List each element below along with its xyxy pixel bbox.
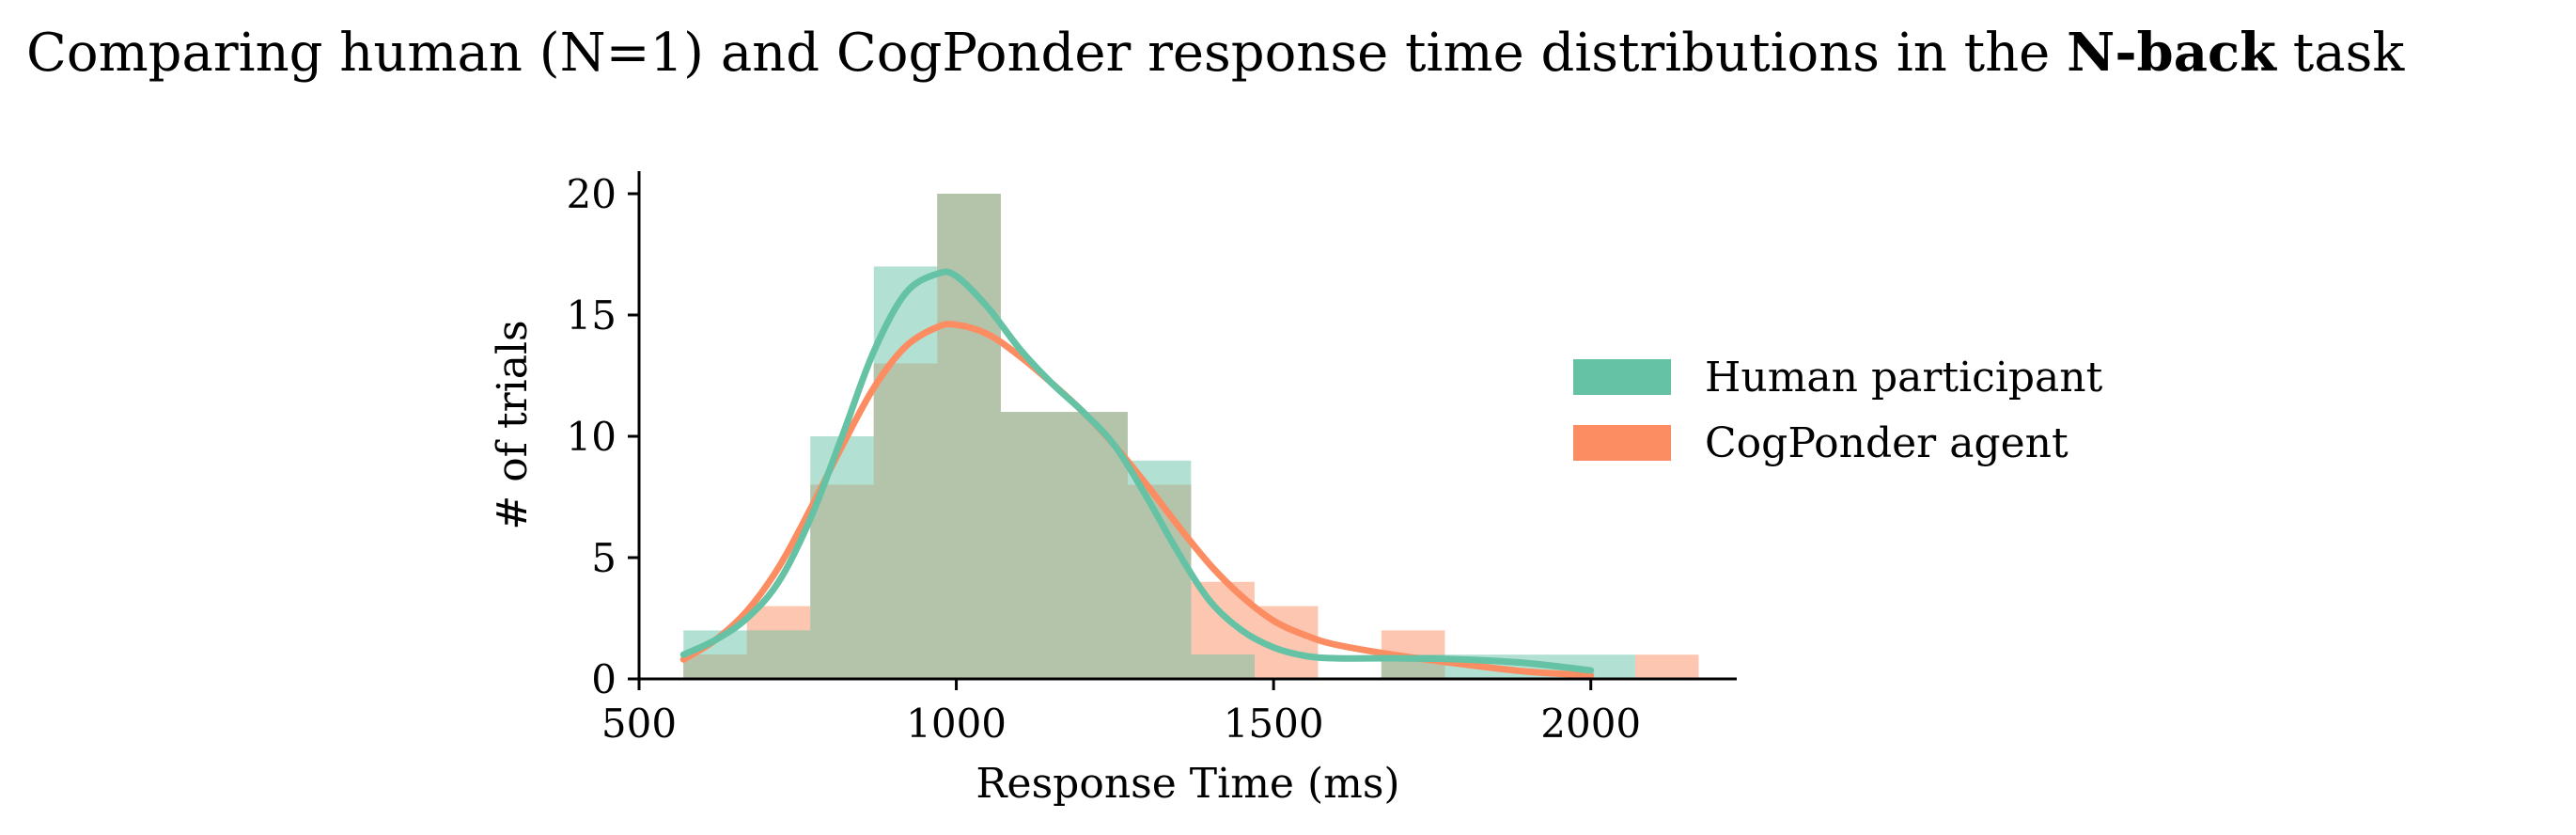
- x-tick-label: 2000: [1540, 701, 1641, 747]
- kde-curves-layer: [679, 268, 1595, 679]
- title-bold-task: N-back: [2067, 22, 2276, 84]
- x-tick-label: 1500: [1224, 701, 1324, 747]
- legend-label: CogPonder agent: [1705, 419, 2069, 467]
- overlap-bar: [1191, 654, 1255, 679]
- legend-label: Human participant: [1705, 354, 2103, 402]
- legend: Human participant CogPonder agent: [1573, 354, 2103, 467]
- y-tick-label: 15: [567, 292, 617, 339]
- y-tick-label: 10: [567, 414, 617, 460]
- legend-swatch: [1573, 425, 1671, 461]
- overlap-bar: [873, 363, 938, 679]
- overlap-bar: [683, 654, 747, 679]
- x-tick-label: 1000: [906, 701, 1007, 747]
- overlap-bar: [1000, 412, 1065, 679]
- x-tick-label: 500: [601, 701, 677, 747]
- y-tick-label: 0: [591, 656, 617, 702]
- legend-swatch: [1573, 359, 1671, 395]
- human-kde-curve: [679, 268, 1595, 674]
- y-tick-label: 20: [567, 171, 617, 217]
- overlap-bar: [746, 630, 811, 679]
- overlap-bar: [1064, 412, 1128, 679]
- title-prefix: Comparing human (N=1) and CogPonder resp…: [26, 23, 2068, 84]
- agent-bar: [1634, 654, 1699, 679]
- x-axis-label: Response Time (ms): [976, 760, 1399, 808]
- overlap-bar: [810, 484, 874, 679]
- axes-layer: 500 1000 1500 2000 0 5 10 15 20 Response Time (ms…: [489, 171, 1737, 808]
- y-tick-label: 5: [591, 535, 617, 581]
- y-axis-label: # of trials: [489, 320, 537, 529]
- title-suffix: task: [2275, 23, 2405, 84]
- overlap-bar: [937, 194, 1001, 679]
- figure-title: Comparing human (N=1) and CogPonder resp…: [26, 15, 2404, 91]
